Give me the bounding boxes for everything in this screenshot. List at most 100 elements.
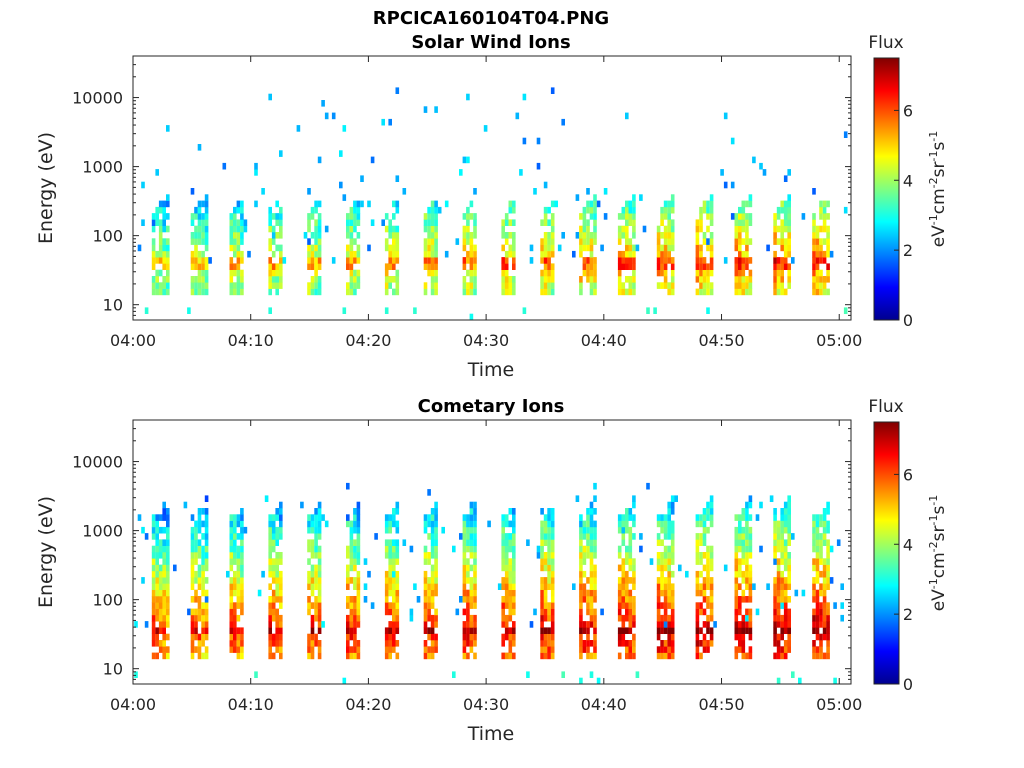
spectrogram-cell — [815, 225, 820, 233]
spectrogram-cell — [783, 558, 788, 565]
spectrogram-cell — [713, 621, 717, 628]
spectrogram-cell — [748, 219, 753, 226]
spectrogram-cell — [349, 539, 354, 546]
spectrogram-cell — [512, 640, 516, 647]
spectrogram-cell — [815, 627, 820, 634]
spectrogram-cell — [741, 552, 746, 559]
spectrogram-cell — [384, 526, 389, 534]
spectrogram-cell — [392, 646, 396, 653]
spectrogram-cell — [353, 508, 357, 515]
spectrogram-cell — [201, 614, 205, 622]
spectrogram-cell — [617, 250, 622, 258]
spectrogram-cell — [787, 564, 791, 572]
spectrogram-cell — [194, 646, 198, 653]
spectrogram-cell — [166, 577, 170, 584]
spectrogram-cell — [356, 269, 361, 277]
spectrogram-cell — [699, 250, 703, 258]
spectrogram-cell — [353, 288, 357, 296]
spectrogram-cell — [197, 526, 202, 534]
spectrogram-cell — [702, 520, 707, 528]
spectrogram-cell — [317, 589, 322, 597]
spectrogram-cell — [317, 526, 322, 534]
spectrogram-cell — [745, 276, 749, 283]
spectrogram-cell — [353, 564, 357, 572]
spectrogram-cell — [540, 545, 544, 553]
x-tick-label: 04:10 — [228, 695, 274, 714]
spectrogram-cell — [794, 589, 799, 597]
spectrogram-cell — [625, 238, 629, 245]
spectrogram-cell — [462, 257, 467, 264]
spectrogram-cell — [738, 244, 742, 252]
spectrogram-cell — [745, 552, 749, 559]
spectrogram-cell — [801, 213, 806, 220]
spectrogram-cell — [660, 570, 664, 578]
spectrogram-cell — [512, 602, 516, 609]
spectrogram-cell — [540, 533, 544, 540]
spectrogram-cell — [384, 633, 389, 641]
spectrogram-cell — [268, 558, 272, 565]
spectrogram-cell — [462, 589, 467, 597]
spectrogram-cell — [268, 276, 272, 283]
spectrogram-cell — [663, 276, 668, 283]
spectrogram-cell — [392, 514, 396, 521]
spectrogram-cell — [755, 514, 760, 521]
spectrogram-cell — [240, 526, 244, 534]
spectrogram-cell — [660, 652, 664, 660]
unit-sr: sr — [929, 525, 949, 541]
spectrogram-cell — [310, 539, 315, 546]
spectrogram-cell — [512, 545, 516, 553]
spectrogram-cell — [783, 520, 788, 528]
spectrogram-cell — [194, 552, 198, 559]
spectrogram-cell — [543, 608, 548, 616]
spectrogram-cell — [201, 564, 205, 572]
spectrogram-cell — [738, 558, 742, 565]
spectrogram-cell — [628, 244, 633, 252]
spectrogram-cell — [550, 520, 555, 528]
spectrogram-cell — [656, 539, 661, 546]
spectrogram-cell — [466, 577, 470, 584]
spectrogram-cell — [776, 602, 781, 609]
spectrogram-cell — [236, 602, 241, 609]
spectrogram-cell — [512, 219, 516, 226]
spectrogram-cell — [434, 633, 438, 641]
spectrogram-cell — [462, 552, 467, 559]
spectrogram-cell — [826, 526, 830, 534]
spectrogram-cell — [702, 288, 707, 296]
spectrogram-cell — [543, 589, 548, 597]
spectrogram-cell — [229, 552, 234, 559]
spectrogram-cell — [166, 570, 170, 578]
spectrogram-cell — [158, 244, 163, 252]
spectrogram-cell — [709, 614, 714, 622]
spectrogram-cell — [586, 225, 590, 233]
spectrogram-cell — [512, 558, 516, 565]
spectrogram-cell — [473, 263, 477, 270]
spectrogram-cell — [540, 257, 544, 264]
spectrogram-cell — [582, 219, 587, 226]
spectrogram-cell — [254, 169, 258, 176]
spectrogram-cell — [155, 539, 159, 546]
spectrogram-cell — [695, 652, 700, 660]
spectrogram-cell — [621, 232, 626, 239]
spectrogram-cell — [317, 200, 322, 208]
spectrogram-cell — [812, 232, 816, 239]
spectrogram-cell — [745, 539, 749, 546]
spectrogram-cell — [660, 646, 664, 653]
spectrogram-cell — [593, 282, 597, 289]
spectrogram-cell — [670, 608, 675, 616]
spectrogram-cell — [508, 596, 513, 603]
spectrogram-cell — [423, 520, 428, 528]
spectrogram-cell — [508, 219, 513, 226]
spectrogram-cell — [392, 520, 396, 528]
spectrogram-cell — [356, 570, 361, 578]
spectrogram-cell — [695, 276, 700, 283]
spectrogram-cell — [233, 213, 237, 220]
spectrogram-cell — [628, 533, 633, 540]
spectrogram-cell — [501, 545, 505, 553]
spectrogram-cell — [543, 633, 548, 641]
spectrogram-cell — [229, 257, 234, 264]
spectrogram-cell — [787, 269, 791, 277]
spectrogram-cell — [515, 112, 520, 120]
spectrogram-cell — [787, 508, 791, 515]
spectrogram-cell — [197, 263, 202, 270]
